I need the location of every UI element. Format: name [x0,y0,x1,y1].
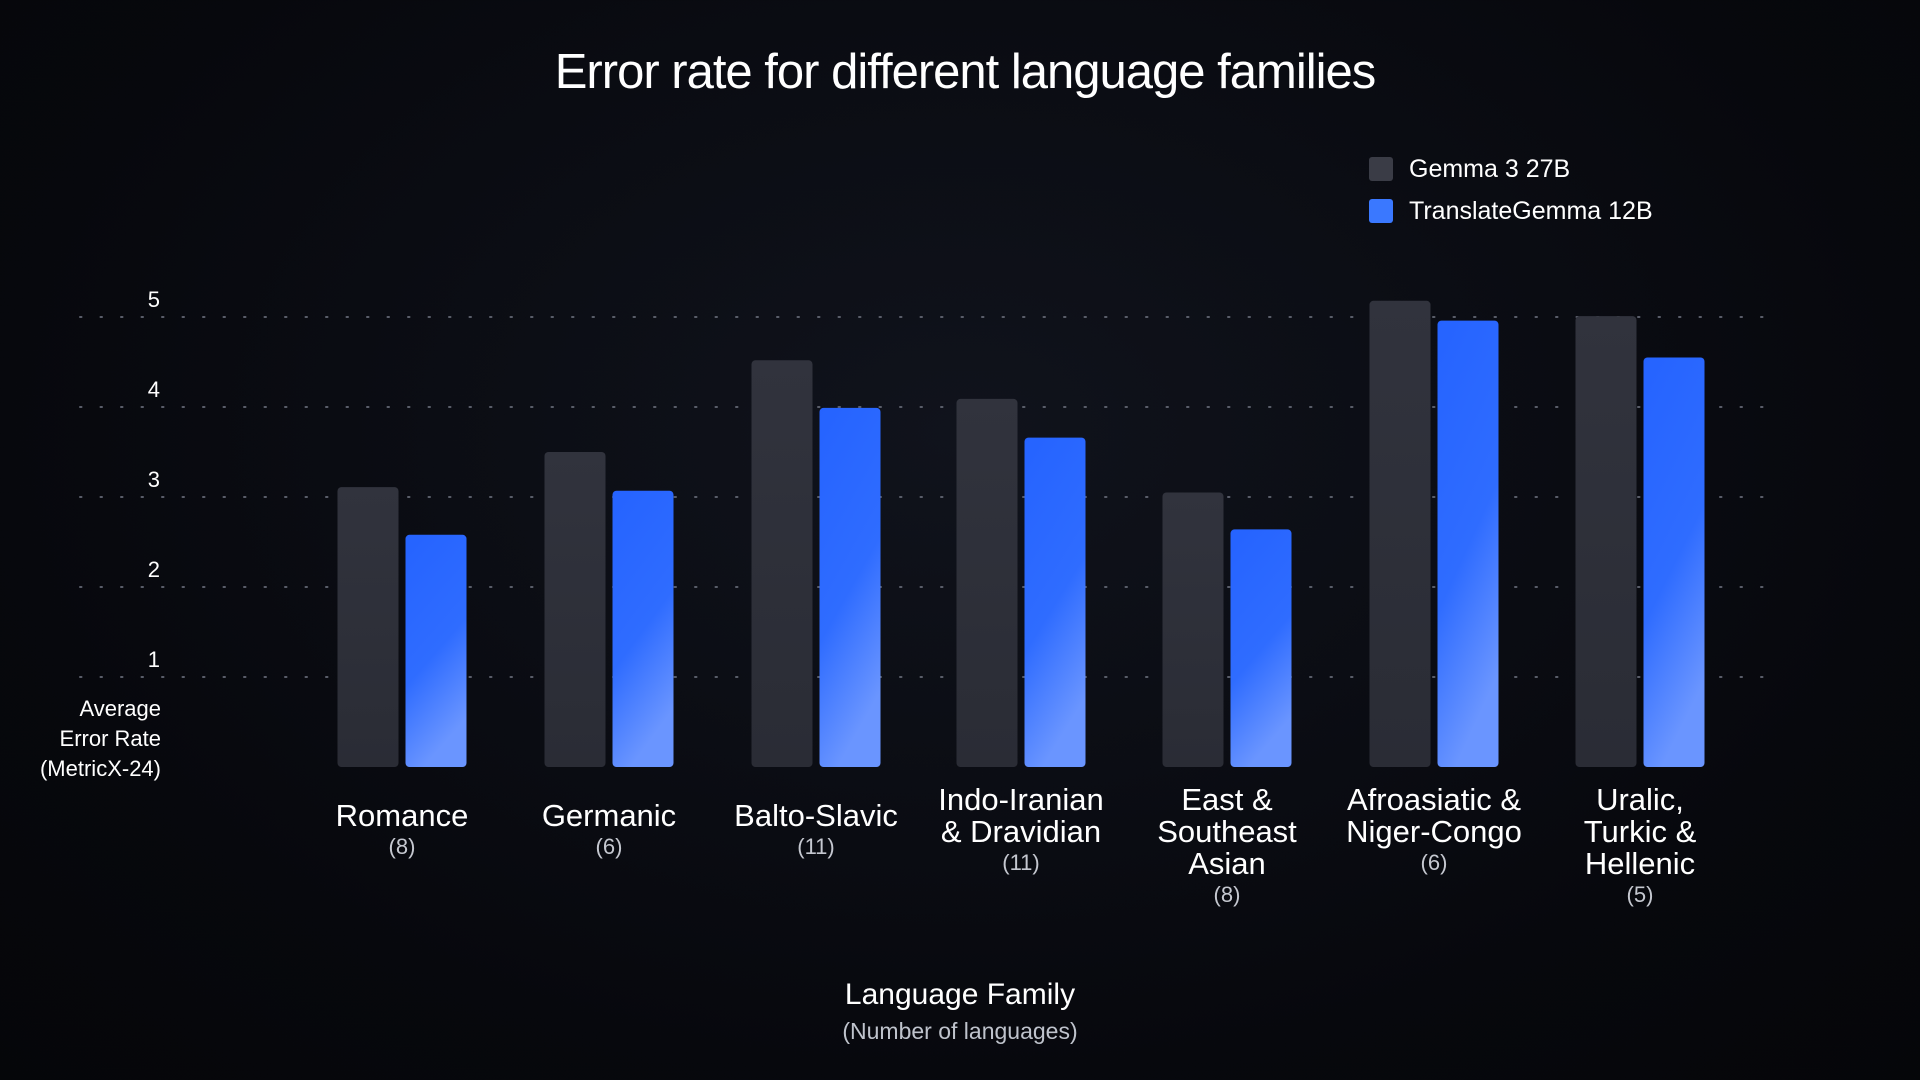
bar-translategemma-12b [819,407,881,767]
category-name: Hellenic [1584,846,1696,881]
y-tick-label: 5 [148,287,160,312]
legend-label: TranslateGemma 12B [1409,196,1653,225]
category-name: East & [1181,782,1273,817]
y-axis-label: Average Error Rate (MetricX-24) [40,694,161,784]
category-count: (6) [595,834,623,859]
bar-gemma-3-27b [1162,492,1224,767]
y-tick-label: 3 [148,467,160,492]
category-name: Southeast [1157,814,1297,849]
category-name: Turkic & [1583,814,1697,849]
bar-translategemma-12b [1230,529,1292,767]
legend-label: Gemma 3 27B [1409,154,1571,183]
y-axis-label-line: Average [79,696,161,721]
category-name: Germanic [541,798,677,833]
bar-gemma-3-27b [544,452,606,767]
bar-translategemma-12b [612,490,674,767]
x-axis-subtitle: (Number of languages) [842,1018,1078,1044]
bar-translategemma-12b [1643,357,1705,767]
bar-gemma-3-27b [337,487,399,767]
category-count: (11) [797,834,835,859]
x-tick-label: Romance (8) [282,800,522,862]
bar-translategemma-12b [1024,437,1086,767]
chart-title: Error rate for different language famili… [554,45,1376,99]
category-count: (6) [1420,850,1448,875]
category-name: Uralic, [1596,782,1684,817]
category-name: Asian [1188,846,1266,881]
legend: Gemma 3 27B TranslateGemma 12B [1369,148,1653,232]
category-name: Afroasiatic & [1346,782,1521,817]
category-name: Romance [335,798,469,833]
bar-translategemma-12b [405,534,467,767]
bar-gemma-3-27b [1369,300,1431,767]
category-count: (11) [1002,850,1040,875]
y-axis-label-line: (MetricX-24) [39,756,161,781]
x-tick-label: Uralic, Turkic & Hellenic (5) [1520,784,1760,910]
category-count: (5) [1626,882,1654,907]
y-tick-label: 1 [148,647,160,672]
legend-item-translategemma: TranslateGemma 12B [1369,190,1653,232]
x-tick-label: East & Southeast Asian (8) [1107,784,1347,910]
legend-swatch-translategemma [1369,199,1393,223]
category-name: Balto-Slavic [734,798,898,833]
category-count: (8) [1213,882,1241,907]
y-tick-label: 4 [148,377,160,402]
x-tick-label: Afroasiatic & Niger-Congo (6) [1314,784,1554,878]
category-count: (8) [388,834,416,859]
category-name: & Dravidian [940,814,1102,849]
x-axis-label: Language Family (Number of languages) [0,978,1920,1045]
category-name: Indo-Iranian [938,782,1104,817]
bar-gemma-3-27b [751,360,813,767]
x-axis-title: Language Family [844,978,1076,1011]
bar-gemma-3-27b [1575,316,1637,767]
legend-swatch-gemma [1369,157,1393,181]
y-tick-label: 2 [148,557,160,582]
x-tick-label: Germanic (6) [489,800,729,862]
bar-translategemma-12b [1437,320,1499,767]
category-name: Niger-Congo [1346,814,1522,849]
y-axis-label-line: Error Rate [59,726,161,751]
x-tick-label: Indo-Iranian & Dravidian (11) [901,784,1141,878]
legend-item-gemma: Gemma 3 27B [1369,148,1653,190]
bar-gemma-3-27b [956,398,1018,767]
x-tick-label: Balto-Slavic (11) [696,800,936,862]
